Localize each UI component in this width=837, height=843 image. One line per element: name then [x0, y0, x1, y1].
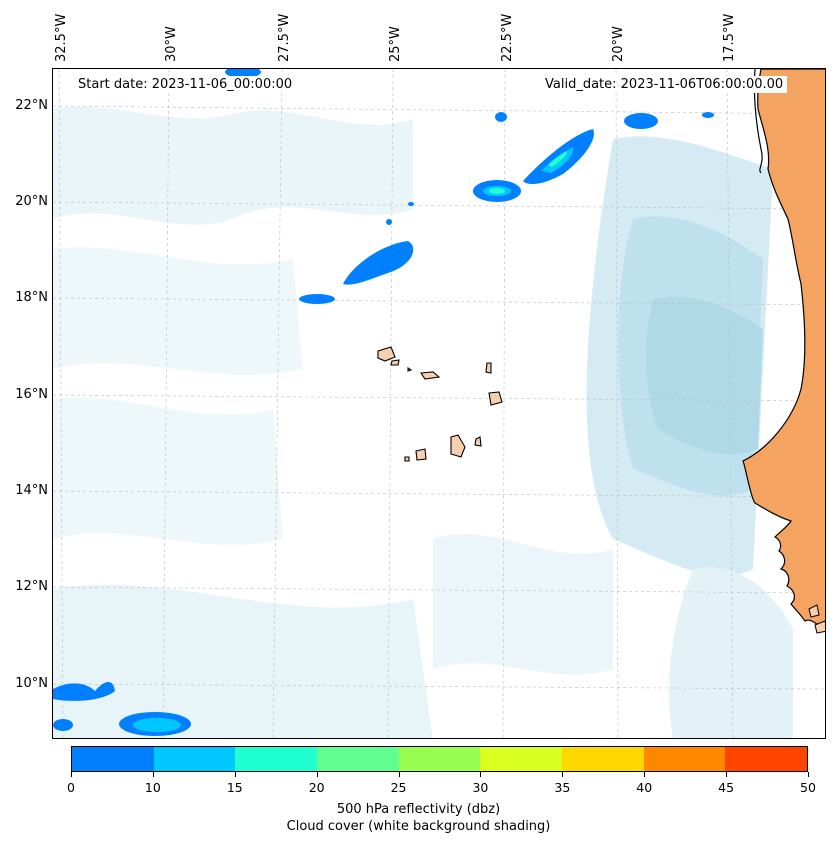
cape-verde-islands	[377, 346, 503, 462]
map-panel[interactable]	[52, 68, 826, 739]
start-date-label: Start date: 2023-11-06_00:00:00	[74, 76, 297, 93]
lat-label-20n: 20°N	[15, 194, 48, 209]
cloud-cover-shading	[53, 106, 793, 738]
colorbar-tick	[316, 772, 318, 777]
valid-date-label: Valid_date: 2023-11-06T06:00:00.00	[541, 76, 788, 93]
africa-landmass	[742, 69, 825, 629]
lon-label-25w: 25°W	[388, 26, 403, 62]
mauritania-coast-detail	[753, 69, 763, 174]
colorbar-segment	[317, 747, 399, 771]
colorbar-segment	[562, 747, 644, 771]
lat-label-18n: 18°N	[15, 290, 48, 305]
colorbar-tick-label: 35	[554, 780, 571, 795]
colorbar-tick-label: 30	[472, 780, 489, 795]
colorbar-segment	[725, 747, 808, 771]
colorbar-subtitle: Cloud cover (white background shading)	[286, 819, 551, 834]
lon-label-17-5w: 17.5°W	[722, 13, 737, 62]
colorbar-tick-label: 25	[390, 780, 407, 795]
colorbar-tick-label: 20	[308, 780, 325, 795]
lon-label-30w: 30°W	[164, 26, 179, 62]
colorbar-tick	[644, 772, 646, 777]
colorbar-tick	[726, 772, 728, 777]
colorbar-tick	[480, 772, 482, 777]
colorbar-segment	[643, 747, 726, 771]
colorbar-tick-label: 40	[636, 780, 653, 795]
colorbar	[71, 746, 808, 772]
reflectivity-patches	[53, 69, 714, 736]
colorbar-tick-label: 0	[67, 780, 75, 795]
lon-label-32-5w: 32.5°W	[54, 13, 69, 62]
colorbar-title: 500 hPa reflectivity (dbz)	[336, 802, 501, 817]
colorbar-segment	[72, 747, 154, 771]
colorbar-tick-label: 10	[144, 780, 161, 795]
map-canvas	[53, 69, 825, 738]
lat-label-22n: 22°N	[15, 98, 48, 113]
lon-label-27-5w: 27.5°W	[277, 13, 292, 62]
colorbar-tick	[562, 772, 564, 777]
lon-label-22-5w: 22.5°W	[500, 13, 515, 62]
colorbar-tick-label: 50	[800, 780, 816, 795]
colorbar-tick	[398, 772, 400, 777]
lat-label-14n: 14°N	[15, 483, 48, 498]
lon-label-20w: 20°W	[611, 26, 626, 62]
bijagos-islands	[808, 604, 825, 634]
colorbar-tick-label: 45	[718, 780, 735, 795]
colorbar-segment	[480, 747, 563, 771]
map-grid	[53, 69, 825, 738]
colorbar-tick-label: 15	[226, 780, 243, 795]
colorbar-segment	[235, 747, 318, 771]
colorbar-tick	[808, 772, 809, 777]
colorbar-tick	[71, 772, 72, 777]
lat-label-12n: 12°N	[15, 579, 48, 594]
colorbar-segment	[153, 747, 236, 771]
colorbar-tick	[152, 772, 154, 777]
lat-label-10n: 10°N	[15, 676, 48, 691]
colorbar-segment	[398, 747, 481, 771]
colorbar-tick	[234, 772, 236, 777]
lat-label-16n: 16°N	[15, 387, 48, 402]
